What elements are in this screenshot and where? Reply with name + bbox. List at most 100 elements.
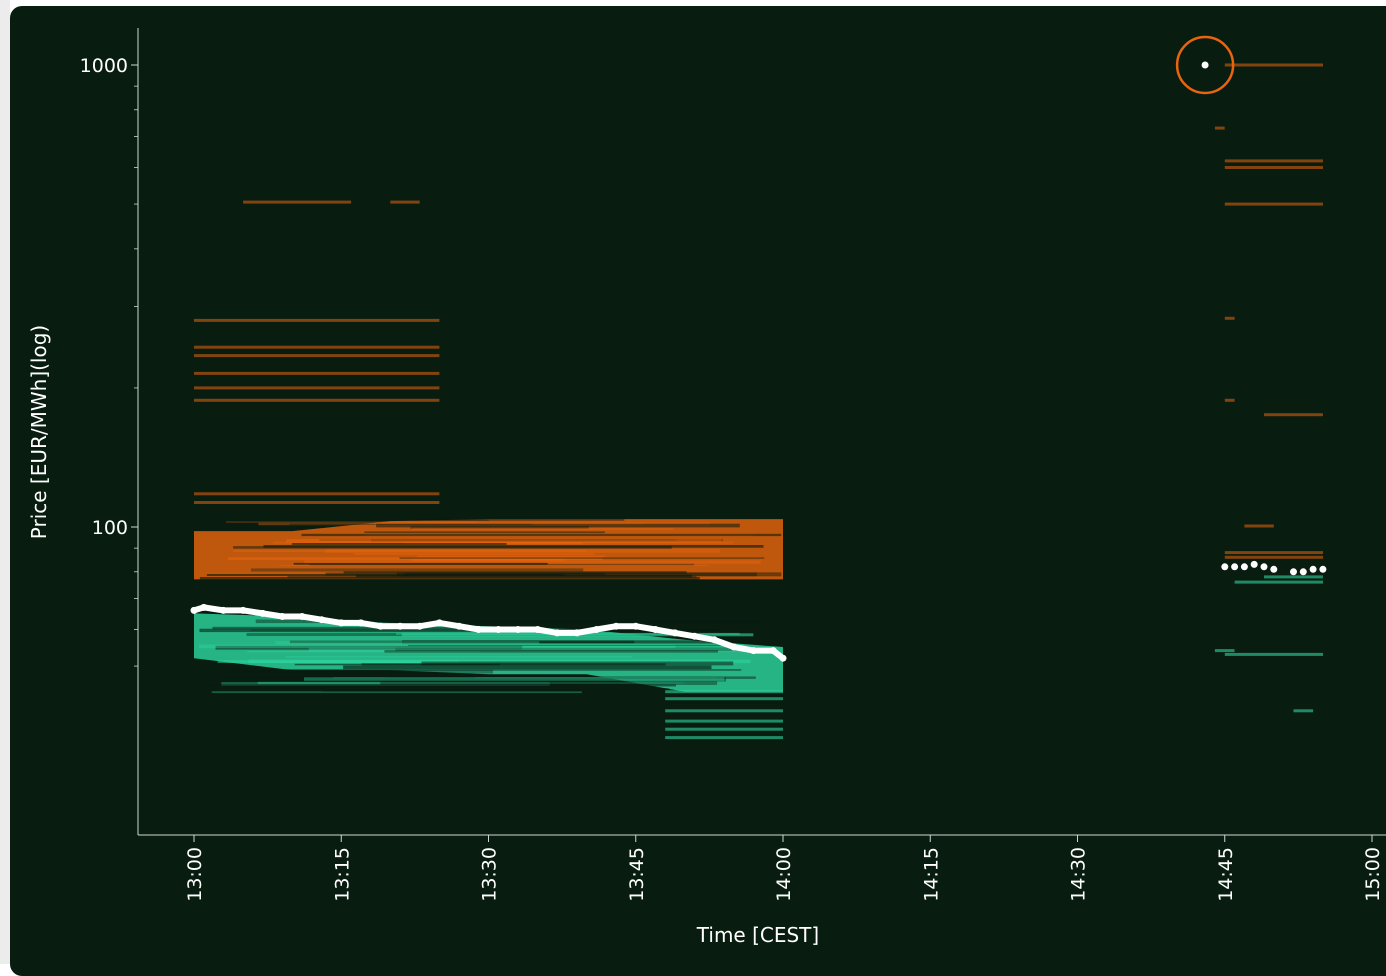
buy-order-level xyxy=(308,647,771,652)
last-price-point xyxy=(475,626,483,633)
buy-order-level xyxy=(294,663,500,666)
x-tick-label: 13:15 xyxy=(331,847,353,902)
sell-order-level xyxy=(416,555,606,557)
sell-order-level xyxy=(390,200,420,204)
last-price-point xyxy=(730,643,738,651)
sell-order-level xyxy=(1224,316,1235,320)
last-price-point xyxy=(612,622,620,630)
buy-order-level xyxy=(1264,575,1323,579)
highlighted-point-group xyxy=(1175,35,1235,95)
buy-order-level xyxy=(380,681,718,685)
last-price-point xyxy=(691,632,699,640)
last-price-point xyxy=(750,647,757,655)
last-price-point xyxy=(593,626,600,633)
sell-order-level xyxy=(1214,126,1225,130)
sell-order-level xyxy=(404,541,583,545)
sell-order-level xyxy=(376,523,740,528)
buy-order-level xyxy=(247,651,480,653)
sell-order-level xyxy=(1224,202,1323,206)
buy-order-level xyxy=(230,669,493,674)
sparse-order-levels xyxy=(194,63,1323,740)
buy-order-level xyxy=(1224,652,1323,656)
last-price-point xyxy=(357,619,365,627)
sell-order-level xyxy=(194,501,440,504)
buy-order-level xyxy=(257,681,685,685)
buy-order-level xyxy=(218,676,756,679)
highlight-ring xyxy=(1175,35,1235,95)
buy-order-level xyxy=(217,660,460,663)
sell-order-level xyxy=(279,564,708,566)
x-tick-label: 14:00 xyxy=(773,847,795,902)
sell-order-level xyxy=(364,531,605,534)
last-price-series xyxy=(1221,560,1327,576)
buy-order-level xyxy=(285,656,632,658)
buy-order-level xyxy=(206,684,676,687)
sell-order-level xyxy=(412,528,674,530)
buy-order-level xyxy=(665,690,783,694)
sell-order-level xyxy=(199,577,700,580)
sell-order-level xyxy=(194,371,440,375)
last-price-point xyxy=(514,626,522,633)
last-price-point xyxy=(651,626,659,633)
buy-order-level xyxy=(199,644,676,649)
last-price-point xyxy=(337,619,345,627)
sell-order-level xyxy=(325,549,721,553)
sell-order-level xyxy=(206,574,564,576)
last-price-point xyxy=(553,629,561,637)
sell-order-level xyxy=(251,568,584,572)
buy-order-level xyxy=(1293,709,1314,713)
buy-order-level xyxy=(665,709,783,713)
sell-order-level xyxy=(325,572,605,576)
last-price-point xyxy=(278,613,286,620)
buy-orders-series xyxy=(194,613,783,694)
sell-order-level xyxy=(293,562,548,565)
sell-orders-series xyxy=(194,519,783,580)
last-price-point xyxy=(200,603,208,611)
order-book-layer xyxy=(194,63,1323,740)
last-price-series xyxy=(190,603,787,662)
last-price-point xyxy=(769,647,777,655)
last-price-point xyxy=(710,636,718,644)
sell-order-level xyxy=(194,398,440,402)
sell-order-level xyxy=(354,553,595,555)
buy-order-level xyxy=(665,736,783,740)
sell-order-level xyxy=(301,533,782,537)
sell-order-level xyxy=(194,492,440,496)
last-price-point xyxy=(259,609,267,617)
buy-order-level xyxy=(248,659,751,664)
sell-order-level xyxy=(304,560,761,564)
buy-order-level xyxy=(221,682,550,686)
sell-order-level xyxy=(410,519,625,521)
last-price-point xyxy=(219,606,227,614)
x-tick-label: 13:00 xyxy=(184,847,206,902)
last-price-point xyxy=(1260,563,1268,571)
x-tick-label: 15:00 xyxy=(1362,847,1384,902)
buy-order-level xyxy=(343,665,712,670)
sell-order-level xyxy=(1224,63,1323,67)
sell-order-level xyxy=(1224,551,1323,555)
last-price-point xyxy=(318,616,326,624)
buy-order-level xyxy=(270,669,742,671)
window-edge xyxy=(0,0,10,964)
x-tick-label: 13:45 xyxy=(626,847,648,902)
sell-order-level xyxy=(252,519,489,521)
buy-order-level xyxy=(1214,649,1235,653)
buy-order-level xyxy=(665,719,783,723)
last-price-point xyxy=(779,654,787,662)
last-price-layer xyxy=(190,35,1327,662)
sell-order-level xyxy=(356,574,692,578)
sell-order-level xyxy=(194,386,440,390)
y-tick-label: 1000 xyxy=(80,55,128,77)
sell-order-level xyxy=(243,200,352,204)
buy-order-level xyxy=(1234,580,1323,584)
buy-order-level xyxy=(333,677,716,679)
x-tick-label: 14:30 xyxy=(1068,847,1090,902)
last-price-point xyxy=(534,626,542,633)
buy-order-level xyxy=(390,613,753,615)
sell-order-level xyxy=(403,572,757,577)
sell-order-level xyxy=(1224,166,1323,169)
last-price-point xyxy=(1270,565,1278,573)
last-price-point xyxy=(1309,565,1317,573)
sell-order-level xyxy=(1264,413,1323,417)
last-price-point xyxy=(416,622,424,630)
